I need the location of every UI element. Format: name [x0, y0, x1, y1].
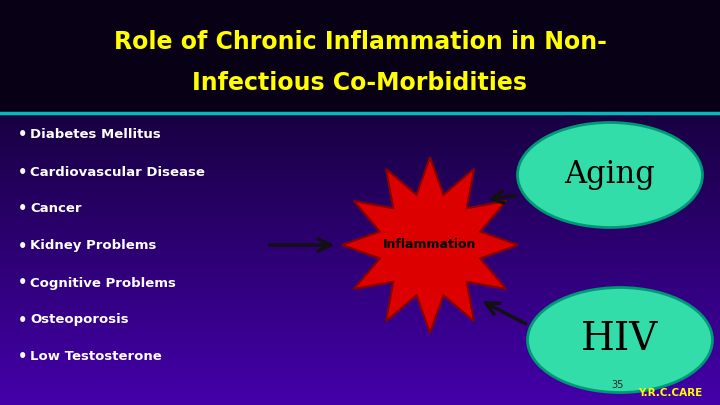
- Text: Cognitive Problems: Cognitive Problems: [30, 277, 176, 290]
- Text: Cancer: Cancer: [30, 202, 81, 215]
- Text: Cardiovascular Disease: Cardiovascular Disease: [30, 166, 205, 179]
- Polygon shape: [342, 157, 518, 333]
- Ellipse shape: [528, 288, 713, 392]
- Text: Role of Chronic Inflammation in Non-: Role of Chronic Inflammation in Non-: [114, 30, 606, 54]
- Text: •: •: [18, 275, 27, 290]
- Text: Y.R.C.CARE: Y.R.C.CARE: [638, 388, 702, 398]
- Text: Infectious Co-Morbidities: Infectious Co-Morbidities: [192, 71, 528, 95]
- Ellipse shape: [518, 122, 703, 228]
- Text: •: •: [18, 128, 27, 143]
- Text: Osteoporosis: Osteoporosis: [30, 313, 129, 326]
- Text: HIV: HIV: [581, 322, 659, 358]
- Text: •: •: [18, 239, 27, 254]
- Text: •: •: [18, 164, 27, 179]
- Text: 35: 35: [612, 380, 624, 390]
- Text: Low Testosterone: Low Testosterone: [30, 350, 162, 364]
- Text: Kidney Problems: Kidney Problems: [30, 239, 156, 252]
- Text: •: •: [18, 313, 27, 328]
- Text: •: •: [18, 350, 27, 364]
- Text: Aging: Aging: [564, 160, 655, 190]
- Text: Diabetes Mellitus: Diabetes Mellitus: [30, 128, 161, 141]
- Text: •: •: [18, 202, 27, 217]
- Text: Inflammation: Inflammation: [383, 239, 477, 252]
